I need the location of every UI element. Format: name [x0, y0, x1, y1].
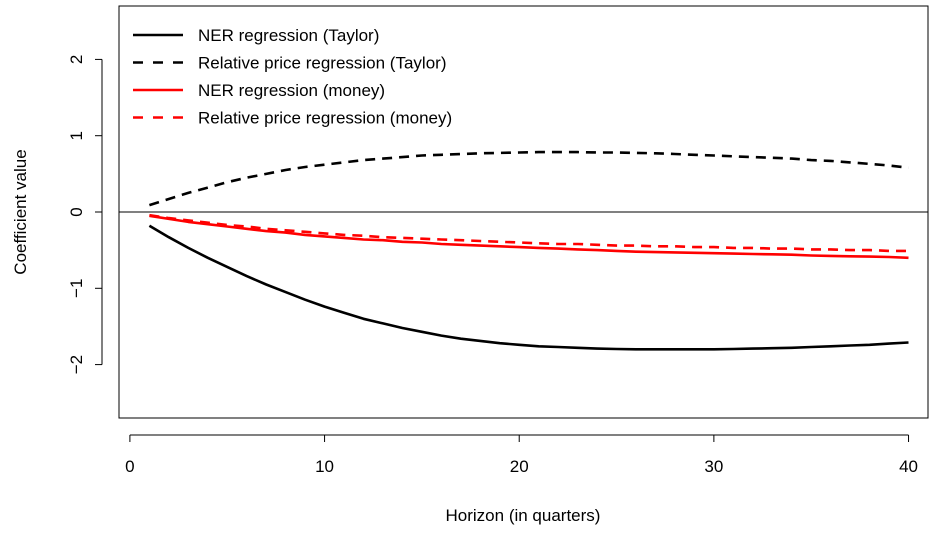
x-axis-title: Horizon (in quarters)	[446, 506, 601, 525]
y-tick-label: −2	[67, 355, 86, 374]
x-tick-label: 0	[125, 457, 134, 476]
series-layer	[148, 150, 909, 351]
y-tick-label: 0	[67, 207, 86, 216]
legend-label-1: NER regression (Taylor)	[198, 26, 379, 45]
y-axis: −2 −1 0 1 2	[67, 55, 103, 374]
x-tick-label: 10	[315, 457, 334, 476]
series-line-3	[149, 214, 909, 260]
legend-label-2: Relative price regression (Taylor)	[198, 54, 446, 73]
x-tick-label: 40	[899, 457, 918, 476]
y-tick-label: 1	[67, 131, 86, 140]
series-line-4	[149, 213, 909, 253]
y-tick-label: −1	[67, 279, 86, 298]
y-tick-label: 2	[67, 55, 86, 64]
series-line-2	[149, 150, 909, 207]
x-tick-label: 30	[704, 457, 723, 476]
legend-label-3: NER regression (money)	[198, 81, 385, 100]
legend: NER regression (Taylor) Relative price re…	[133, 26, 452, 128]
series-line-1	[148, 224, 909, 351]
x-tick-label: 20	[510, 457, 529, 476]
x-axis: 0 10 20 30 40	[125, 434, 918, 476]
legend-label-4: Relative price regression (money)	[198, 109, 452, 128]
y-axis-title: Coefficient value	[11, 149, 30, 274]
